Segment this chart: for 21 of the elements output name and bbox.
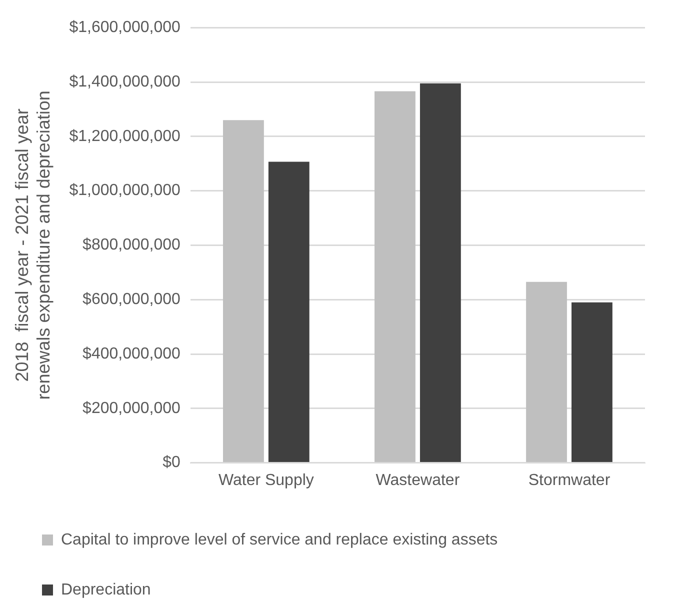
y-tick-label: $1,200,000,000 bbox=[69, 128, 181, 145]
bar bbox=[268, 162, 310, 462]
bar bbox=[420, 83, 461, 462]
bar bbox=[222, 120, 264, 462]
legend-label: Capital to improve level of service and replace existing assets bbox=[61, 531, 498, 548]
y-tick-label: $1,400,000,000 bbox=[69, 73, 181, 90]
legend-label: Depreciation bbox=[61, 581, 151, 598]
x-tick-label: Water Supply bbox=[218, 472, 314, 489]
x-tick-label: Wastewater bbox=[376, 472, 460, 489]
y-tick-label: $400,000,000 bbox=[82, 345, 181, 362]
bar bbox=[526, 282, 567, 462]
y-axis-title: 2018 fiscal year - 2021 fiscal year renewals expenditure and depreciation bbox=[12, 90, 54, 400]
y-tick-label: $0 bbox=[162, 454, 181, 472]
bar bbox=[572, 302, 612, 462]
y-tick-label: $800,000,000 bbox=[82, 236, 181, 254]
bar bbox=[374, 91, 416, 462]
y-tick-label: $1,000,000,000 bbox=[69, 182, 181, 200]
y-tick-label: $1,600,000,000 bbox=[69, 19, 181, 36]
y-tick-label: $600,000,000 bbox=[82, 291, 181, 308]
x-tick-label: Stormwater bbox=[528, 472, 611, 489]
y-tick-label: $200,000,000 bbox=[82, 400, 181, 417]
